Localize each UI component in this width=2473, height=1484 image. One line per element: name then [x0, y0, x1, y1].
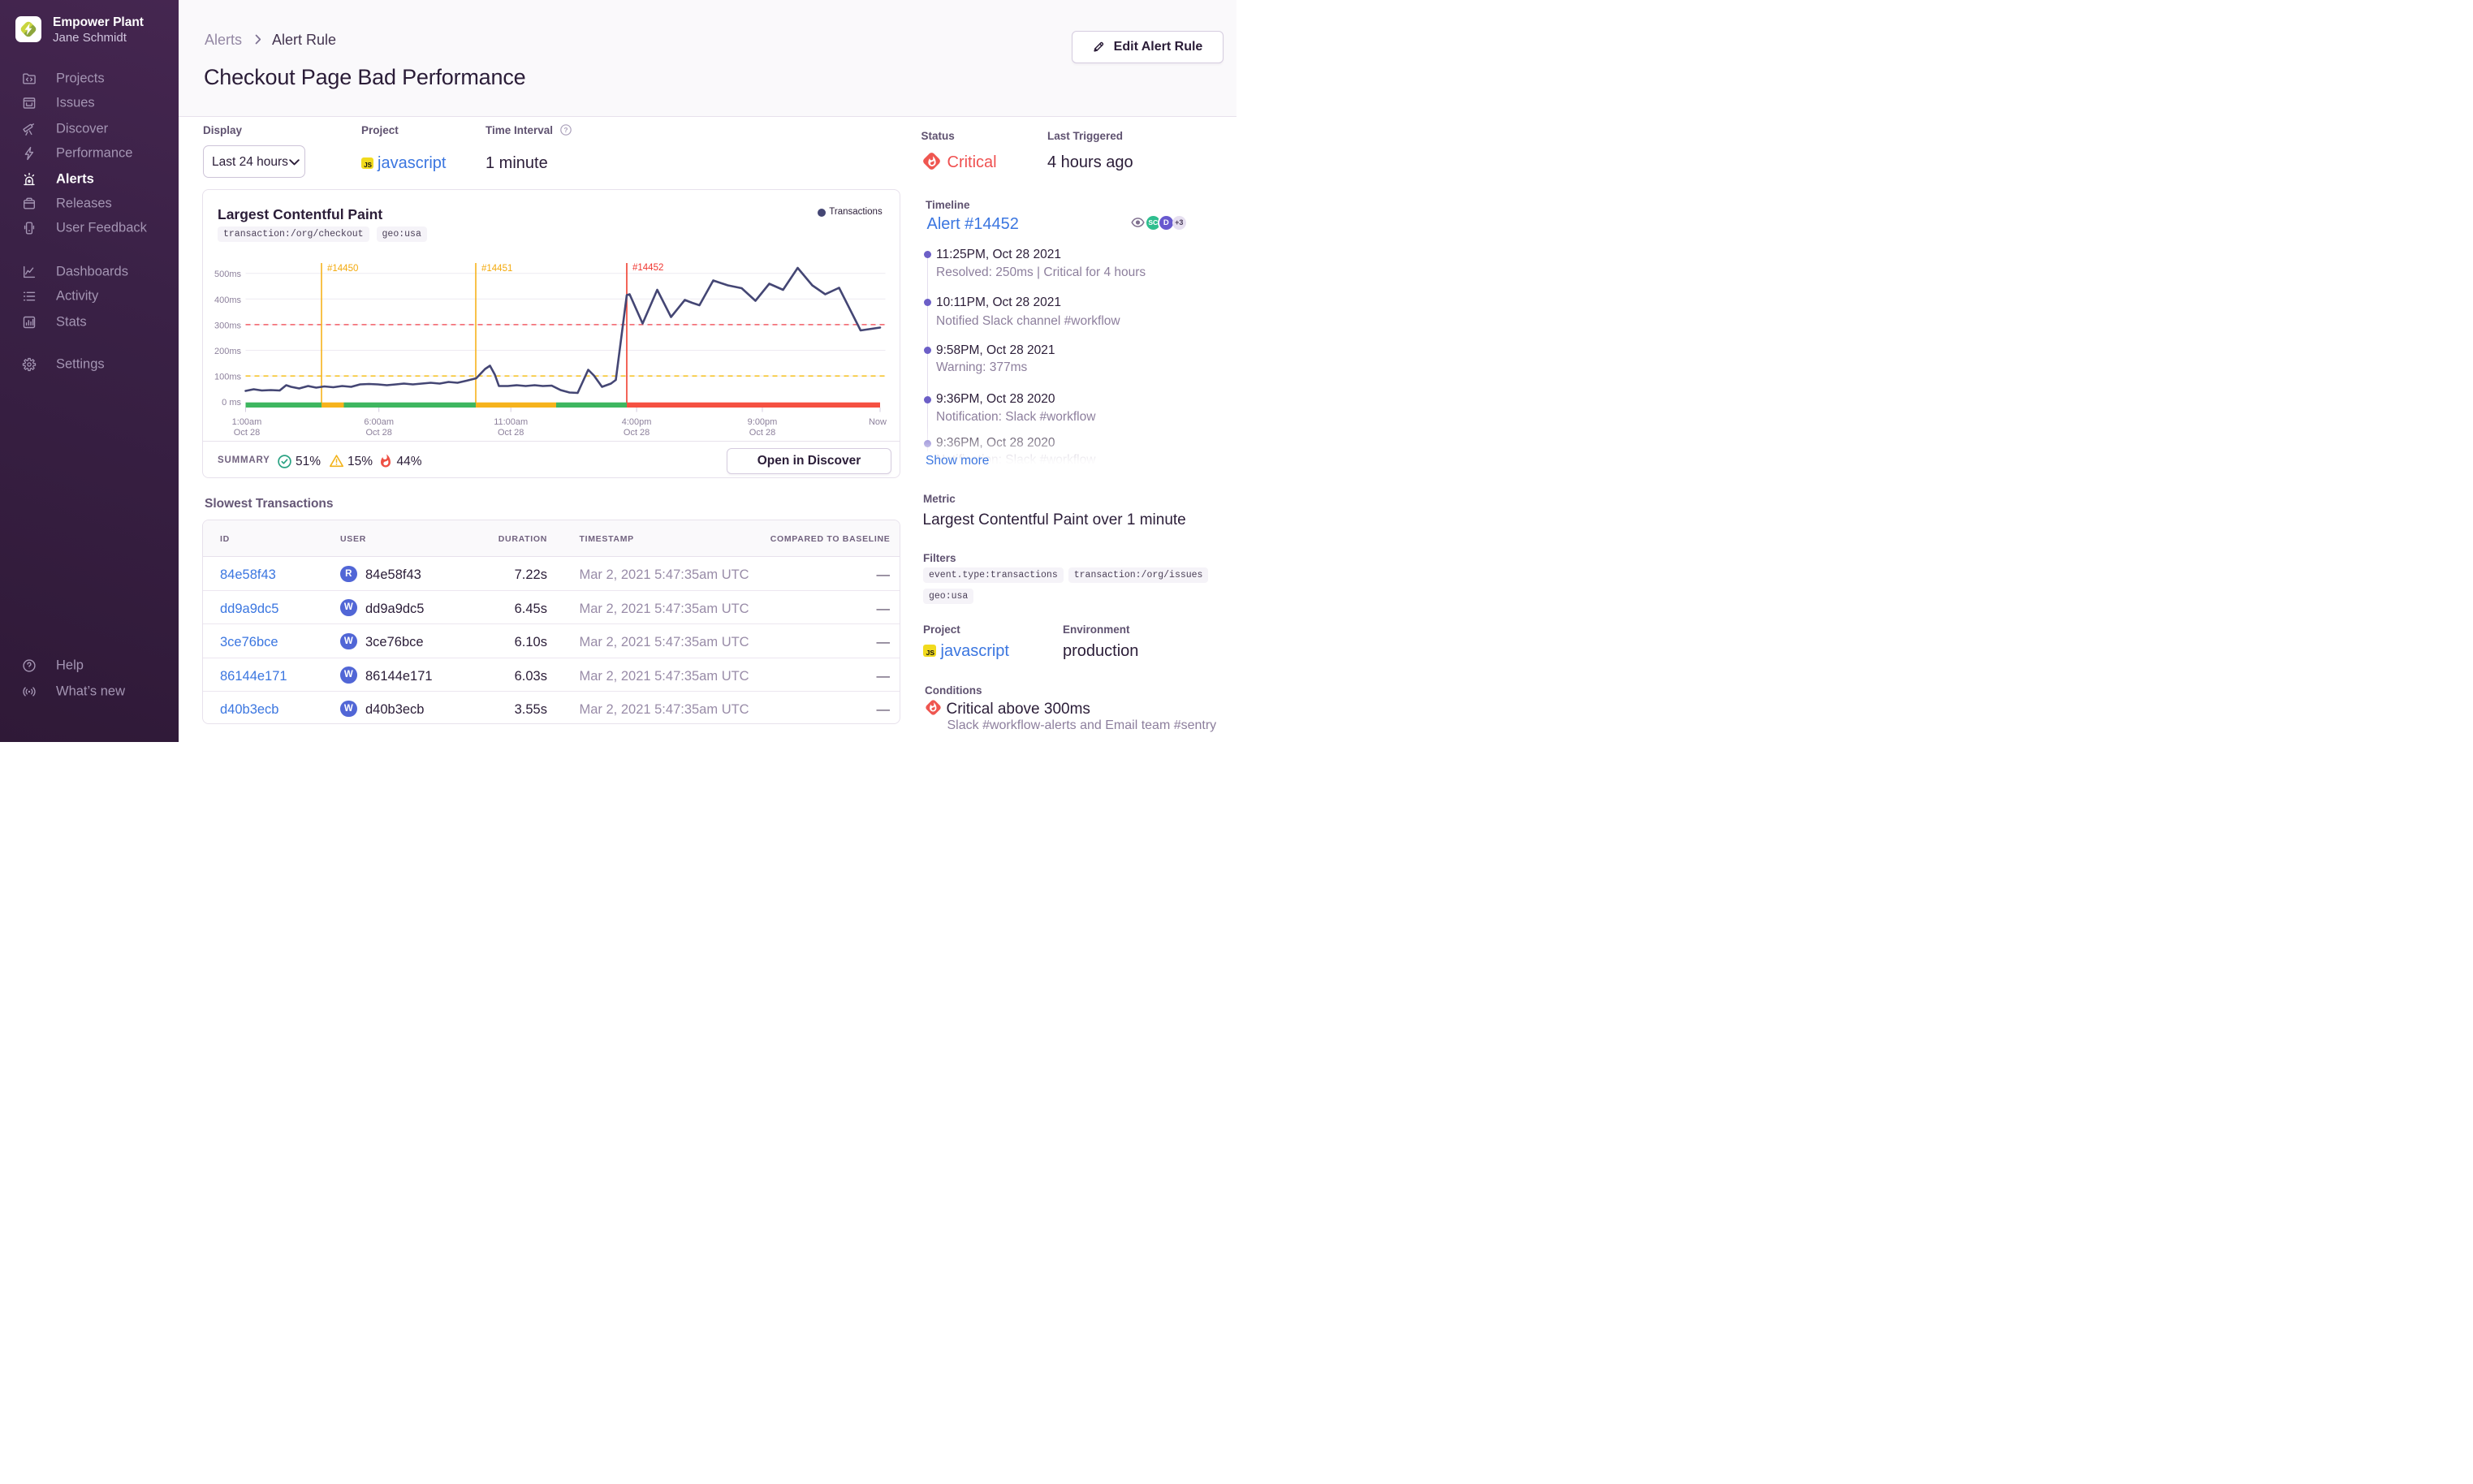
svg-text:400ms: 400ms [214, 295, 241, 304]
svg-text:?: ? [563, 126, 568, 134]
svg-text:#14451: #14451 [481, 264, 512, 274]
svg-text:9:00pm: 9:00pm [747, 417, 777, 427]
svg-text:100ms: 100ms [214, 372, 241, 382]
svg-text:6:00am: 6:00am [364, 417, 394, 427]
svg-text:1:00am: 1:00am [231, 417, 261, 427]
svg-text:Oct 28: Oct 28 [749, 428, 775, 438]
svg-text:300ms: 300ms [214, 321, 241, 330]
svg-text:Oct 28: Oct 28 [233, 428, 259, 438]
svg-text:Oct 28: Oct 28 [623, 428, 649, 438]
svg-text:0 ms: 0 ms [222, 398, 241, 408]
svg-text:4:00pm: 4:00pm [621, 417, 651, 427]
svg-text:11:00am: 11:00am [494, 417, 528, 427]
svg-text:200ms: 200ms [214, 347, 241, 356]
svg-text:Now: Now [868, 417, 886, 427]
svg-text:Oct 28: Oct 28 [365, 428, 391, 438]
svg-text:500ms: 500ms [214, 270, 241, 279]
svg-text:Oct 28: Oct 28 [497, 428, 523, 438]
svg-text:#14452: #14452 [632, 263, 663, 273]
svg-text:#14450: #14450 [327, 264, 358, 274]
